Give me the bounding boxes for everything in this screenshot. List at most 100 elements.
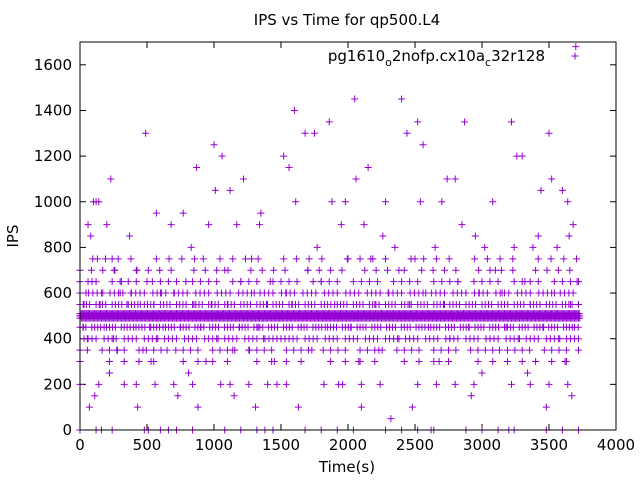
data-point [430, 346, 438, 354]
data-point [260, 346, 268, 354]
data-point [524, 323, 532, 331]
data-point [509, 255, 517, 263]
data-point [395, 335, 403, 343]
y-tick-label: 600 [43, 284, 72, 302]
data-point [214, 335, 222, 343]
data-point [398, 95, 406, 103]
data-point [114, 255, 122, 263]
data-point [491, 266, 499, 274]
data-point [91, 392, 99, 400]
legend-label: pg1610o2nofp.cx10ac32r128 [328, 47, 545, 69]
data-point [359, 300, 367, 308]
data-point [270, 358, 278, 366]
data-point [295, 300, 303, 308]
data-point [242, 312, 250, 320]
data-point [438, 278, 446, 286]
data-point [172, 346, 180, 354]
data-point [373, 335, 381, 343]
data-point [95, 380, 103, 388]
data-point [384, 289, 392, 297]
data-point [288, 323, 296, 331]
data-point [475, 266, 483, 274]
data-point [518, 358, 526, 366]
data-point [373, 278, 381, 286]
data-point [269, 289, 277, 297]
data-point [194, 403, 202, 411]
data-point [483, 289, 491, 297]
data-point [518, 346, 526, 354]
data-point [575, 310, 583, 318]
x-tick-label: 2500 [396, 436, 434, 454]
data-point [182, 278, 190, 286]
data-point [429, 266, 437, 274]
data-point [390, 278, 398, 286]
data-point [430, 278, 438, 286]
data-point [458, 221, 466, 229]
data-point [83, 346, 91, 354]
data-point [277, 335, 285, 343]
data-point [311, 129, 318, 137]
data-point [205, 278, 213, 286]
data-point [367, 255, 375, 263]
data-point [301, 129, 309, 137]
data-point [556, 335, 564, 343]
data-point [337, 221, 345, 229]
data-point [193, 164, 201, 172]
data-point [347, 323, 355, 331]
data-point [96, 300, 104, 308]
data-point [105, 369, 113, 377]
data-point [495, 323, 503, 331]
data-point [214, 300, 222, 308]
data-point [333, 289, 341, 297]
data-point [328, 198, 336, 206]
data-point [418, 266, 426, 274]
data-point [100, 323, 108, 331]
data-point [274, 323, 282, 331]
data-point [198, 300, 206, 308]
data-point [205, 221, 213, 229]
data-point [454, 278, 462, 286]
data-point [132, 266, 140, 274]
data-point [252, 403, 260, 411]
data-point [139, 346, 147, 354]
data-point [371, 300, 379, 308]
y-tick-label: 0 [62, 421, 72, 439]
data-point [561, 358, 569, 366]
y-tick-label: 200 [43, 375, 72, 393]
data-point [190, 266, 198, 274]
data-point [462, 289, 470, 297]
data-point [452, 266, 460, 274]
data-point [436, 323, 444, 331]
data-point [315, 266, 323, 274]
data-point [217, 380, 225, 388]
data-point [474, 346, 482, 354]
data-point [248, 255, 256, 263]
data-point [108, 278, 116, 286]
data-point [325, 278, 333, 286]
data-point [445, 358, 452, 366]
data-point [558, 186, 566, 194]
data-point [474, 335, 482, 343]
data-point [179, 358, 187, 366]
data-point [494, 278, 502, 286]
data-point [529, 243, 537, 251]
data-point [156, 289, 164, 297]
data-point [159, 323, 167, 331]
data-point [254, 255, 262, 263]
data-point [414, 380, 422, 388]
data-point [566, 300, 574, 308]
data-point [211, 186, 219, 194]
data-point [445, 346, 452, 354]
data-point [124, 278, 132, 286]
data-point [327, 346, 335, 354]
data-point [282, 358, 290, 366]
data-point [197, 323, 205, 331]
data-point [179, 346, 187, 354]
data-point [536, 300, 544, 308]
data-point [120, 346, 128, 354]
data-point [375, 346, 383, 354]
data-point [99, 289, 107, 297]
data-point [216, 255, 224, 263]
data-point [235, 323, 243, 331]
